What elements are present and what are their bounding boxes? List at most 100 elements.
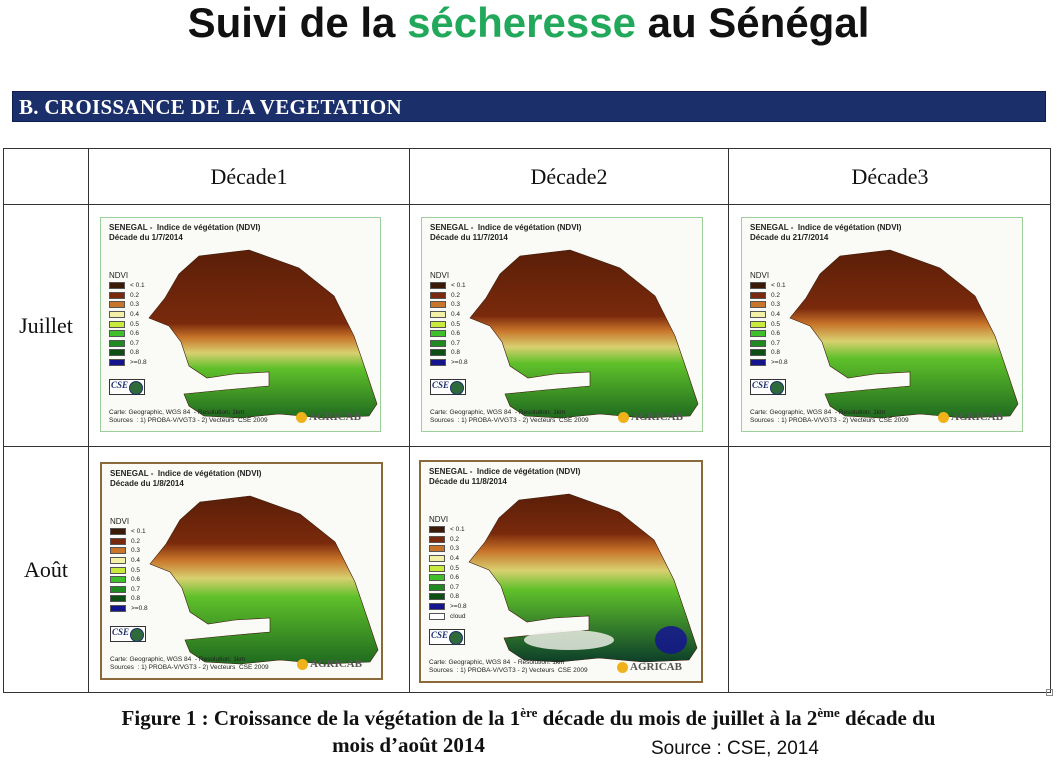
legend-title: NDVI	[750, 271, 770, 280]
legend-swatch	[430, 330, 446, 338]
ndvi-map-juillet-decade1: SENEGAL - Indice de végétation (NDVI) Dé…	[100, 217, 381, 432]
senegal-territory	[468, 493, 698, 663]
legend-item: 0.2	[750, 291, 788, 301]
agricab-logo: AGRICAB	[618, 411, 683, 423]
legend-item: 0.4	[430, 310, 468, 320]
legend-swatch	[110, 585, 126, 593]
legend-label: >=0.8	[131, 605, 148, 613]
legend-item: < 0.1	[109, 281, 147, 291]
legend-label: >=0.8	[450, 603, 467, 611]
senegal-territory	[789, 249, 1019, 419]
legend-label: 0.5	[131, 566, 141, 574]
figure-table	[3, 148, 1051, 693]
senegal-territory	[149, 495, 379, 665]
legend-item: 0.3	[110, 546, 148, 556]
figure-caption: Figure 1 : Croissance de la végétation d…	[0, 699, 1057, 759]
senegal-territory	[148, 249, 378, 419]
title-prefix: Suivi de la	[187, 0, 408, 46]
cse-logo-text: CSE	[112, 627, 130, 637]
legend-swatch	[430, 349, 446, 357]
legend-item: 0.8	[430, 348, 468, 358]
sun-icon	[618, 411, 629, 423]
globe-icon	[450, 381, 464, 395]
ndvi-legend: < 0.1 0.2 0.3 0.4 0.5 0.6 0.7 0.8 >=0.8 cloud	[429, 525, 467, 621]
senegal-map	[149, 495, 379, 665]
legend-item: < 0.1	[110, 527, 148, 537]
table-divider	[3, 446, 1051, 447]
cse-logo: CSE	[429, 629, 465, 645]
legend-label: 0.8	[450, 593, 460, 601]
legend-item: 0.5	[109, 319, 147, 329]
legend-item: 0.8	[110, 594, 148, 604]
ndvi-map-aout-decade1: SENEGAL - Indice de végétation (NDVI) Dé…	[100, 462, 383, 680]
legend-swatch	[750, 291, 766, 299]
agricab-text: AGRICAB	[309, 411, 361, 423]
map-title: SENEGAL - Indice de végétation (NDVI) Dé…	[109, 223, 261, 242]
cloud-cover	[524, 630, 614, 650]
legend-swatch	[750, 320, 766, 328]
legend-swatch	[109, 311, 125, 319]
legend-item: 0.7	[110, 585, 148, 595]
map-footer-text: Carte: Geographic, WGS 84 - Resolution: …	[430, 409, 589, 424]
legend-swatch	[750, 311, 766, 319]
legend-swatch	[430, 301, 446, 309]
legend-item: 0.7	[430, 339, 468, 349]
ndvi-legend: < 0.1 0.2 0.3 0.4 0.5 0.6 0.7 0.8 >=0.8	[430, 281, 468, 367]
row-header-juillet: Juillet	[19, 312, 73, 338]
legend-swatch	[430, 359, 446, 367]
legend-label: 0.6	[771, 330, 781, 338]
legend-item: 0.4	[429, 554, 467, 564]
legend-label: 0.5	[130, 320, 140, 328]
legend-item: 0.3	[429, 544, 467, 554]
legend-label: >=0.8	[130, 359, 147, 367]
legend-label: < 0.1	[130, 282, 145, 290]
legend-label: 0.2	[771, 291, 781, 299]
legend-label: < 0.1	[450, 526, 465, 534]
legend-swatch	[429, 583, 445, 591]
legend-label: >=0.8	[771, 359, 788, 367]
legend-label: 0.7	[130, 339, 140, 347]
globe-icon	[770, 381, 784, 395]
legend-title: NDVI	[109, 271, 129, 280]
legend-swatch	[430, 291, 446, 299]
sun-icon	[617, 661, 628, 673]
legend-label: 0.3	[450, 545, 460, 553]
legend-label: < 0.1	[771, 282, 786, 290]
legend-swatch	[750, 330, 766, 338]
legend-label: 0.2	[131, 537, 141, 545]
legend-label: 0.7	[771, 339, 781, 347]
table-divider	[88, 148, 89, 693]
agricab-text: AGRICAB	[310, 658, 362, 670]
legend-label: 0.4	[130, 311, 140, 319]
legend-item: 0.2	[430, 291, 468, 301]
map-footer-text: Carte: Geographic, WGS 84 - Resolution: …	[429, 659, 588, 674]
ndvi-map-aout-decade2: SENEGAL - Indice de végétation (NDVI) Dé…	[419, 460, 703, 683]
legend-label: 0.2	[130, 291, 140, 299]
ndvi-map-juillet-decade3: SENEGAL - Indice de végétation (NDVI) Dé…	[741, 217, 1023, 432]
legend-label: 0.5	[451, 320, 461, 328]
legend-label: cloud	[450, 612, 466, 620]
legend-item: 0.5	[430, 319, 468, 329]
legend-label: 0.7	[450, 583, 460, 591]
cse-logo-text: CSE	[111, 380, 129, 390]
legend-swatch	[429, 526, 445, 534]
section-header-label: B. CROISSANCE DE LA VEGETATION	[19, 95, 403, 119]
legend-label: 0.4	[131, 557, 141, 565]
senegal-territory	[469, 249, 699, 419]
legend-swatch	[110, 557, 126, 565]
legend-item: 0.6	[429, 573, 467, 583]
legend-item: 0.6	[750, 329, 788, 339]
cse-logo: CSE	[750, 379, 786, 395]
title-suffix: au Sénégal	[635, 0, 870, 46]
ndvi-map-juillet-decade2: SENEGAL - Indice de végétation (NDVI) Dé…	[421, 217, 703, 432]
cse-logo: CSE	[110, 626, 146, 642]
legend-label: 0.2	[450, 535, 460, 543]
legend-item: 0.3	[750, 300, 788, 310]
legend-label: 0.7	[131, 585, 141, 593]
legend-label: >=0.8	[451, 359, 468, 367]
legend-swatch	[110, 528, 126, 536]
map-footer-text: Carte: Geographic, WGS 84 - Resolution: …	[110, 656, 269, 671]
legend-label: 0.6	[451, 330, 461, 338]
legend-item: 0.8	[109, 348, 147, 358]
table-divider	[728, 148, 729, 693]
